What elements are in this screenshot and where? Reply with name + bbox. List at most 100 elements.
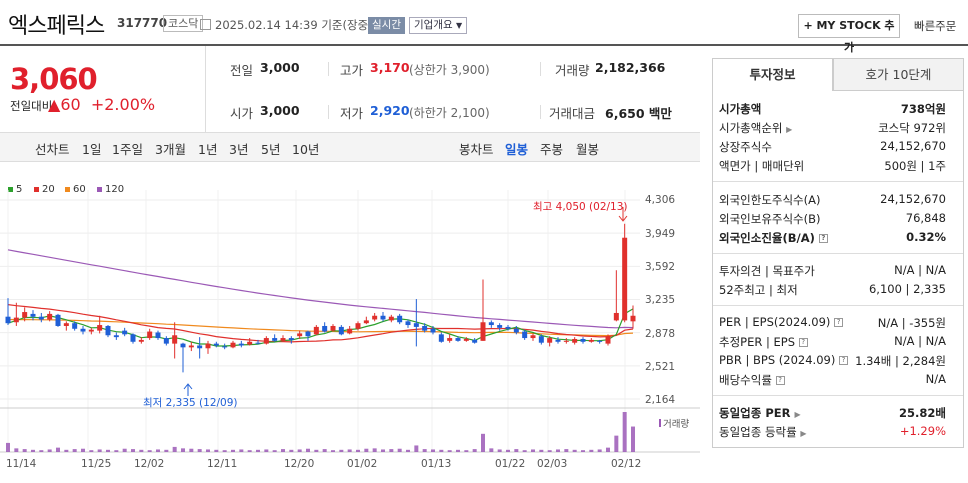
rank-label-text: 시가총액순위 <box>719 121 783 135</box>
y-tick: 4,306 <box>645 194 676 206</box>
volume-bar <box>222 450 227 452</box>
period-1y[interactable]: 1년 <box>198 142 218 157</box>
par-label: 액면가 | 매매단위 <box>719 159 805 173</box>
volume-bar <box>64 449 69 452</box>
candle-body <box>322 325 328 332</box>
market-cap-rank-label[interactable]: 시가총액순위 ▶ <box>719 120 792 136</box>
shares-value: 24,152,670 <box>880 139 946 153</box>
diff-label: 전일대비 <box>10 99 53 113</box>
volume-bar <box>597 449 602 452</box>
help-icon[interactable]: ? <box>818 234 828 243</box>
industry-rate-label[interactable]: 동일업종 등락률 ▶ <box>719 424 807 440</box>
monthly-button[interactable]: 월봉 <box>576 142 600 157</box>
volume-bar <box>431 449 435 452</box>
foreign-hold-label: 외국인보유주식수(B) <box>719 212 821 226</box>
open-value: 3,000 <box>260 103 300 118</box>
my-stock-add-button[interactable]: + MY STOCK 추가 <box>798 14 900 54</box>
price-chart[interactable] <box>0 190 700 480</box>
volume-bar <box>139 449 144 452</box>
foreign-ratio-label: 외국인소진율(B/A) ? <box>719 230 828 246</box>
volume-bar <box>31 449 35 452</box>
daily-button[interactable]: 일봉 <box>505 142 529 157</box>
help-icon[interactable]: ? <box>798 338 808 347</box>
candle-body <box>247 341 253 345</box>
candle-body <box>513 328 519 333</box>
volume-bar <box>614 435 619 452</box>
volume-bar <box>264 449 269 452</box>
y-tick: 3,949 <box>645 228 676 240</box>
volume-bar <box>447 450 452 452</box>
tab-invest-info[interactable]: 투자정보 <box>712 58 833 91</box>
x-tick: 01/22 <box>495 458 526 470</box>
quick-order-link[interactable]: 빠른주문 <box>914 19 957 33</box>
candle-body <box>263 338 269 344</box>
candle-body <box>422 325 428 331</box>
volume-bar <box>514 449 519 452</box>
line-chart-button[interactable]: 선차트 <box>35 142 70 157</box>
chevron-right-icon: ▶ <box>794 410 801 419</box>
volume-bar <box>306 448 310 452</box>
calendar-icon <box>200 19 211 30</box>
volume-bar <box>197 449 202 452</box>
volume-bar <box>414 445 419 452</box>
market-cap-value: 738억원 <box>900 102 946 116</box>
candle-body <box>405 321 411 326</box>
divider <box>540 105 541 119</box>
ma120-line <box>7 249 634 329</box>
candle-body <box>538 336 544 343</box>
pbr-label: PBR | BPS (2024.09) ? <box>719 353 848 367</box>
period-5y[interactable]: 5년 <box>261 142 281 157</box>
volume-bar <box>531 449 535 452</box>
company-info-dropdown[interactable]: 기업개요 ▼ <box>409 17 468 34</box>
candle-body <box>463 338 469 341</box>
weekly-button[interactable]: 주봉 <box>540 142 564 157</box>
candle-body <box>438 334 444 342</box>
high-annotation: 최고 4,050 (02/13) <box>533 201 628 213</box>
lower-limit: (하한가 2,100) <box>409 106 490 120</box>
volume-bar <box>56 447 60 452</box>
candle-body <box>580 338 586 342</box>
volume-bar <box>547 450 552 452</box>
volume-bar <box>472 449 477 452</box>
volume-bar <box>47 449 52 452</box>
divider <box>713 181 963 182</box>
candle-body <box>547 338 553 343</box>
y-tick: 3,592 <box>645 261 676 273</box>
candle-body <box>97 325 103 331</box>
industry-per-label[interactable]: 동일업종 PER ▶ <box>719 405 801 421</box>
volume-bar <box>456 449 460 452</box>
candle-body <box>188 345 194 348</box>
current-price: 3,060 <box>10 62 98 96</box>
volume-bar <box>206 449 210 452</box>
candle-body <box>155 332 161 339</box>
volume-bar <box>331 450 335 452</box>
x-tick: 12/02 <box>134 458 165 470</box>
change-rate: +2.00% <box>90 95 156 114</box>
chevron-right-icon: ▶ <box>800 429 807 438</box>
candle-body <box>5 316 11 324</box>
week52-label: 52주최고 | 최저 <box>719 283 798 297</box>
help-icon[interactable]: ? <box>838 356 848 365</box>
candle-body <box>347 328 353 334</box>
help-icon[interactable]: ? <box>834 318 844 327</box>
volume-bar <box>356 449 360 452</box>
help-icon[interactable]: ? <box>775 376 785 385</box>
period-1d[interactable]: 1일 <box>82 142 102 157</box>
low-label: 저가 <box>340 106 364 121</box>
divider <box>713 305 963 306</box>
tab-quote-10[interactable]: 호가 10단계 <box>833 58 964 91</box>
candle-body <box>597 340 603 342</box>
realtime-button[interactable]: 실시간 <box>368 17 405 34</box>
candle-body <box>563 340 569 342</box>
period-3y[interactable]: 3년 <box>229 142 249 157</box>
low-annotation: 최저 2,335 (12/09) <box>143 397 238 409</box>
x-tick: 11/14 <box>6 458 37 470</box>
candle-body <box>288 338 294 340</box>
period-1w[interactable]: 1주일 <box>112 142 143 157</box>
volume-label: 거래량 <box>555 63 590 78</box>
candle-body <box>113 335 119 338</box>
dividend-label: 배당수익률 ? <box>719 372 785 388</box>
period-10y[interactable]: 10년 <box>292 142 320 157</box>
period-3m[interactable]: 3개월 <box>155 142 186 157</box>
low-arrow-icon <box>183 383 193 396</box>
